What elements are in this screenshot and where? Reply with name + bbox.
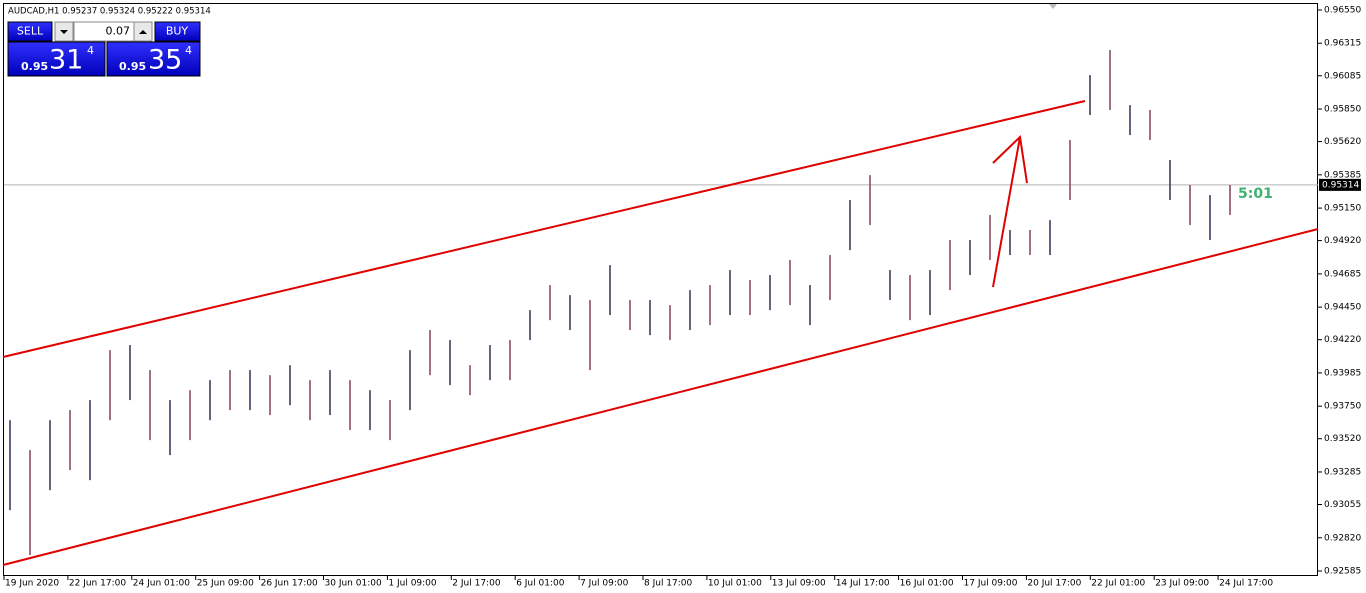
price-tick-label: 0.95850 bbox=[1324, 105, 1361, 115]
buy-label: BUY bbox=[166, 25, 189, 38]
price-tick-label: 0.95385 bbox=[1324, 170, 1361, 180]
time-tick-label: 13 Jul 09:00 bbox=[772, 579, 826, 589]
price-tick-label: 0.95620 bbox=[1324, 137, 1361, 147]
time-tick-label: 2 Jul 17:00 bbox=[452, 579, 501, 589]
price-tick-label: 0.94920 bbox=[1324, 236, 1361, 246]
plot-area bbox=[3, 3, 1318, 576]
time-tick-label: 1 Jul 09:00 bbox=[388, 579, 437, 589]
buy-price-pip: 4 bbox=[185, 44, 192, 57]
price-bars bbox=[4, 50, 1318, 556]
price-tick-label: 0.93285 bbox=[1324, 467, 1361, 477]
time-tick-label: 10 Jul 01:00 bbox=[708, 579, 762, 589]
time-tick-label: 22 Jun 17:00 bbox=[69, 579, 126, 589]
up-icon bbox=[139, 30, 147, 34]
time-tick-label: 19 Jun 2020 bbox=[5, 579, 59, 589]
sell-price-big: 0.95 bbox=[21, 60, 48, 73]
buy-price-box[interactable] bbox=[106, 41, 201, 77]
price-tick-label: 0.94450 bbox=[1324, 303, 1361, 313]
price-tick-label: 0.92585 bbox=[1324, 567, 1361, 577]
time-tick-label: 25 Jun 09:00 bbox=[197, 579, 254, 589]
price-tick-label: 0.96085 bbox=[1324, 71, 1361, 81]
price-tick-label: 0.93055 bbox=[1324, 500, 1361, 510]
buy-price-big: 0.95 bbox=[119, 60, 146, 73]
time-tick-label: 26 Jun 17:00 bbox=[261, 579, 318, 589]
sell-button[interactable] bbox=[7, 21, 53, 42]
time-tick-label: 24 Jul 17:00 bbox=[1219, 579, 1273, 589]
current-price-label: 0.95314 bbox=[1322, 180, 1359, 190]
current-price-box bbox=[1319, 178, 1361, 191]
arrow-head bbox=[992, 134, 1028, 184]
time-tick-label: 17 Jul 09:00 bbox=[964, 579, 1018, 589]
time-tick-label: 14 Jul 17:00 bbox=[836, 579, 890, 589]
price-tick-label: 0.93750 bbox=[1324, 402, 1361, 412]
trend-line-lower bbox=[2, 228, 1319, 566]
time-tick-label: 6 Jul 01:00 bbox=[516, 579, 565, 589]
time-tick-label: 22 Jul 01:00 bbox=[1091, 579, 1145, 589]
bar-timer: 5:01 bbox=[1238, 186, 1273, 202]
price-tick-label: 0.94685 bbox=[1324, 269, 1361, 279]
price-tick-label: 0.93520 bbox=[1324, 434, 1361, 444]
time-tick-label: 7 Jul 09:00 bbox=[580, 579, 629, 589]
time-tick-label: 24 Jun 01:00 bbox=[133, 579, 190, 589]
time-tick-label: 16 Jul 01:00 bbox=[900, 579, 954, 589]
time-tick-label: 23 Jul 09:00 bbox=[1155, 579, 1209, 589]
trend-line-upper bbox=[2, 100, 1086, 358]
sell-label: SELL bbox=[17, 25, 44, 38]
arrow-shaft bbox=[992, 136, 1021, 288]
price-tick-label: 0.92820 bbox=[1324, 533, 1361, 543]
shift-marker bbox=[1049, 4, 1057, 9]
time-tick-label: 8 Jul 17:00 bbox=[644, 579, 693, 589]
lots-value: 0.07 bbox=[106, 25, 131, 38]
buy-price-digits: 35 bbox=[148, 45, 182, 76]
price-tick-label: 0.96550 bbox=[1324, 6, 1361, 16]
trade-panel: SELL 0.07 BUY 0.95 31 4 0.95 35 4 bbox=[7, 21, 201, 77]
sell-price-pip: 4 bbox=[87, 44, 94, 57]
sell-price-digits: 31 bbox=[49, 45, 83, 76]
down-icon bbox=[60, 30, 68, 34]
price-tick-label: 0.94220 bbox=[1324, 335, 1361, 345]
price-tick-label: 0.96315 bbox=[1324, 39, 1361, 49]
sell-price-box[interactable] bbox=[7, 41, 106, 77]
time-tick-label: 20 Jul 17:00 bbox=[1027, 579, 1081, 589]
symbol-quote: AUDCAD,H1 0.95237 0.95324 0.95222 0.9531… bbox=[8, 7, 211, 17]
buy-button[interactable] bbox=[154, 21, 201, 42]
price-tick-label: 0.95150 bbox=[1324, 204, 1361, 214]
time-tick-label: 30 Jun 01:00 bbox=[325, 579, 382, 589]
price-tick-label: 0.93985 bbox=[1324, 368, 1361, 378]
